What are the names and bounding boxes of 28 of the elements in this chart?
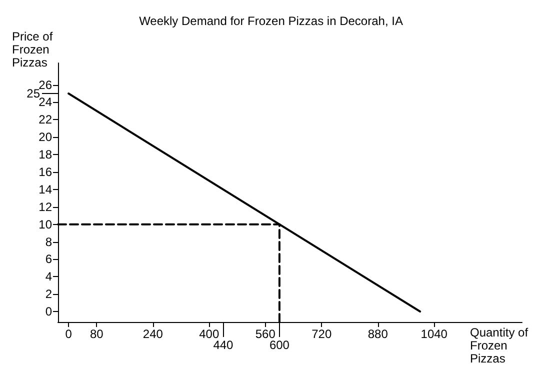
chart-title: Weekly Demand for Frozen Pizzas in Decorah, IA: [139, 14, 403, 28]
x-tick-label: 880: [368, 327, 388, 341]
x-tick-label: 240: [142, 327, 164, 341]
x-tick-label: 560: [255, 327, 276, 341]
x-tick-label: 80: [90, 327, 104, 341]
y-tick-label: 24: [38, 95, 52, 110]
x-tick-label: 720: [312, 327, 332, 341]
x-tick-label: 400: [199, 327, 220, 341]
y-tick-label: 4: [45, 270, 52, 284]
y-tick-label: 18: [38, 148, 52, 162]
y-axis-title: Price of Frozen Pizzas: [12, 30, 56, 70]
y-tick-label: 12: [38, 200, 52, 214]
y-tick-label: 26: [38, 78, 52, 92]
y-tick-label: 6: [45, 252, 52, 266]
y-tick-label: 22: [38, 112, 52, 127]
y-tick-label: 10: [38, 217, 52, 232]
x-axis-title: Quantity of Frozen Pizzas: [470, 326, 532, 366]
y-tick-label: 0: [45, 304, 52, 319]
y-tick-label: 16: [38, 165, 52, 180]
x-tick-label: 1040: [420, 327, 448, 341]
text: 25: [26, 86, 40, 101]
y-tick-label: 14: [38, 182, 52, 196]
text: 440: [213, 338, 234, 352]
y-tick-label: 2: [45, 287, 52, 302]
y-tick-label: 20: [38, 130, 52, 144]
text: 600: [269, 338, 290, 352]
x-tick-label: 0: [65, 327, 72, 341]
y-tick-label: 8: [45, 234, 52, 249]
